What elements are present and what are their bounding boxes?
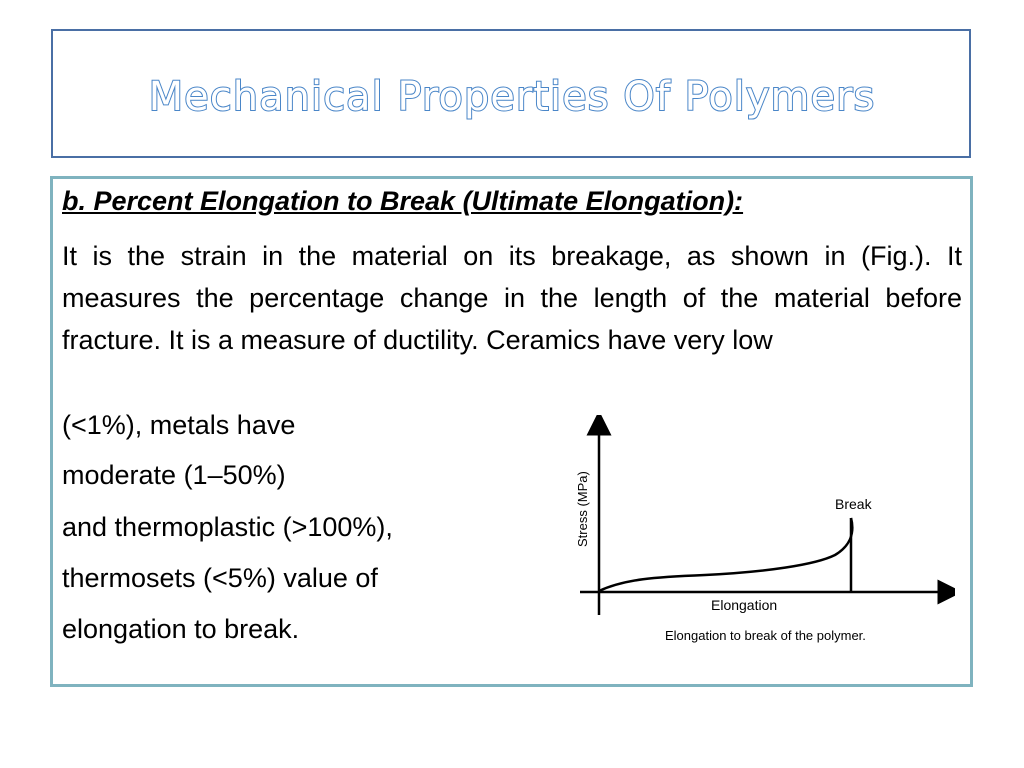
body-line-5: elongation to break. <box>62 614 300 644</box>
section-heading: b. Percent Elongation to Break (Ultimate… <box>62 186 744 216</box>
stress-elongation-figure: Break Stress (MPa) Elongation Elongation… <box>565 410 963 650</box>
figure-caption: Elongation to break of the polymer. <box>665 628 866 643</box>
stress-curve <box>598 517 854 593</box>
slide-title: Mechanical Properties Of Polymers <box>148 73 876 121</box>
content-box <box>50 176 973 687</box>
title-box <box>51 29 971 158</box>
body-line-1: (<1%), metals have <box>62 410 296 440</box>
break-label: Break <box>835 496 873 512</box>
y-axis-label: Stress (MPa) <box>575 471 590 547</box>
body-line-3: and thermoplastic (>100%), <box>62 512 393 542</box>
body-line-2: moderate (1–50%) <box>62 460 286 490</box>
body-line-4: thermosets (<5%) value of <box>62 563 378 593</box>
x-axis-label: Elongation <box>711 597 777 613</box>
body-paragraph: It is the strain in the material on its … <box>62 241 962 355</box>
